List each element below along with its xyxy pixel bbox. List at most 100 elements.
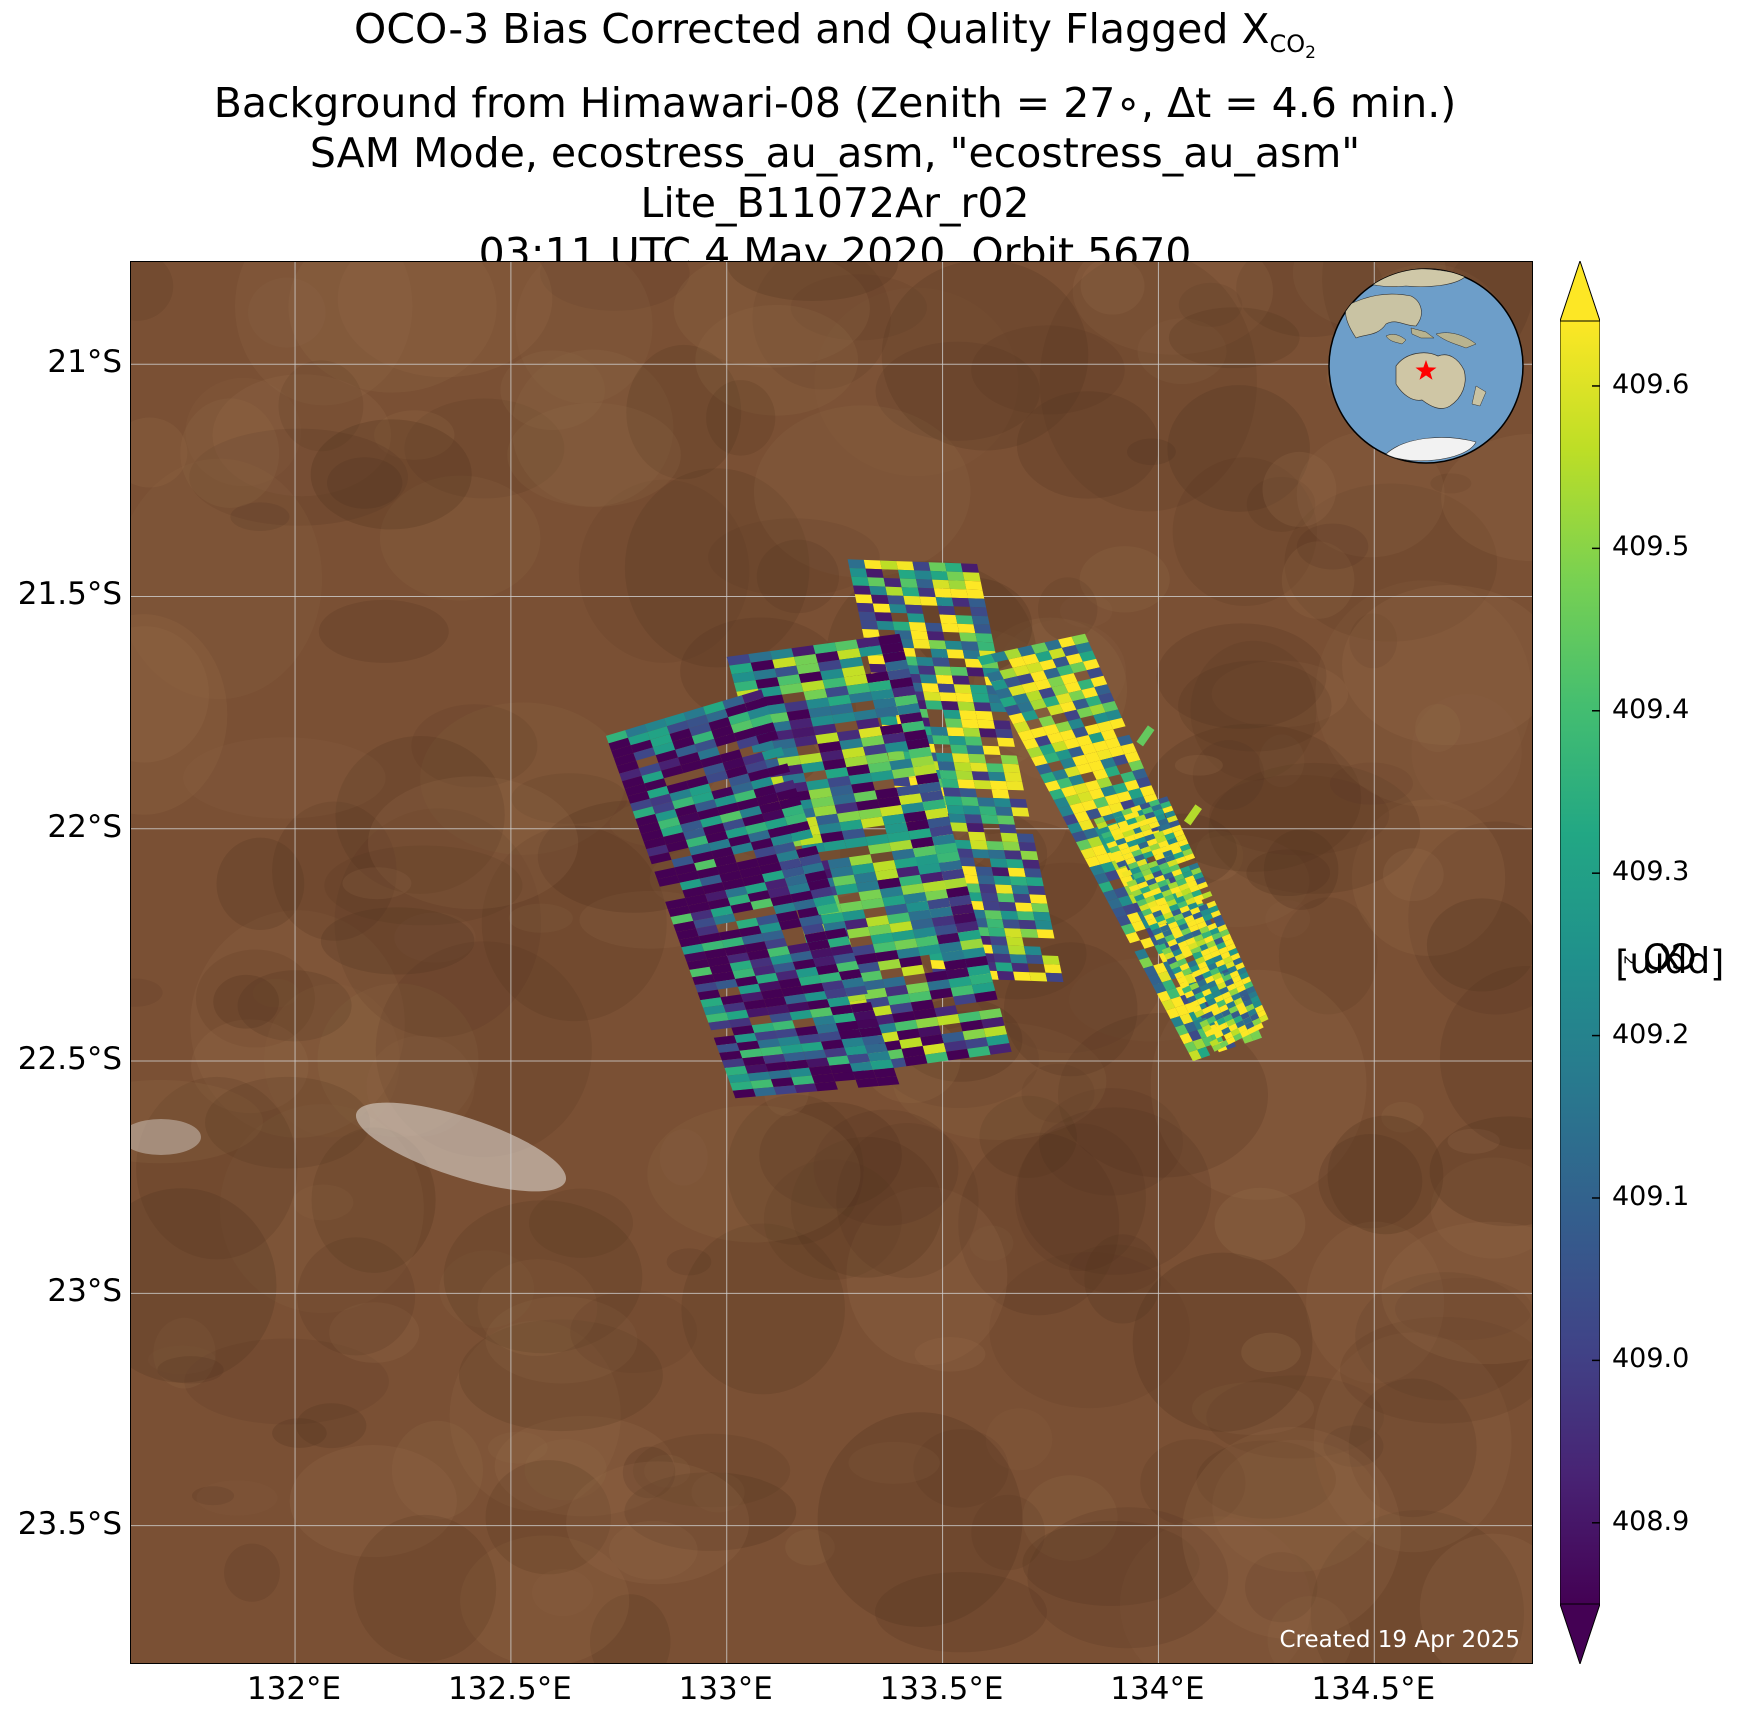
sounding-cell: [848, 691, 873, 704]
sounding-cell: [605, 730, 628, 744]
sounding-cell: [1045, 972, 1064, 983]
sounding-cell: [1221, 1009, 1231, 1018]
sounding-cell: [1178, 883, 1190, 891]
sounding-cell: [936, 932, 961, 945]
terrain-patch: [570, 1290, 698, 1373]
sounding-cell: [1169, 961, 1180, 970]
sounding-cell: [946, 649, 965, 659]
terrain-patch: [1278, 897, 1378, 1015]
sounding-cell: [1096, 748, 1113, 761]
sounding-cell: [753, 846, 777, 859]
terrain-patch: [752, 262, 891, 390]
sounding-cell: [854, 953, 878, 965]
sounding-cell: [1078, 819, 1095, 831]
sounding-cell: [1231, 975, 1242, 984]
terrain-patch: [1039, 1088, 1183, 1196]
sounding-cell: [761, 930, 785, 942]
sounding-cell: [1163, 871, 1174, 880]
sounding-cell: [832, 1071, 856, 1082]
sounding-cell: [654, 867, 677, 880]
sounding-cell: [1183, 892, 1194, 901]
sounding-cell: [891, 685, 916, 698]
sounding-cell: [1230, 1028, 1241, 1037]
sounding-cell: [946, 805, 965, 815]
sounding-cell: [1089, 864, 1105, 876]
sounding-cell: [849, 1061, 874, 1072]
sounding-cell: [989, 936, 1008, 946]
sounding-cell: [1228, 948, 1239, 957]
sounding-cell: [1195, 956, 1206, 965]
sounding-cell: [839, 900, 864, 913]
sounding-cell: [807, 999, 831, 1010]
sounding-cell: [899, 712, 923, 724]
sounding-cell: [833, 952, 857, 964]
sounding-cell: [880, 642, 905, 654]
sounding-cell: [1182, 967, 1193, 976]
sounding-cell: [1216, 941, 1227, 950]
sounding-cell: [630, 739, 653, 753]
sounding-cell: [1164, 810, 1176, 819]
sounding-cell: [763, 996, 787, 1008]
terrain-patch: [247, 277, 326, 348]
sounding-cell: [666, 720, 690, 734]
sounding-cell: [1031, 903, 1050, 913]
sounding-cell: [1230, 1010, 1241, 1019]
terrain-patch: [979, 1095, 1077, 1178]
sounding-cell: [858, 645, 883, 657]
sounding-cell: [1002, 919, 1021, 929]
sounding-cell: [740, 991, 764, 1003]
sounding-cell: [1094, 684, 1111, 696]
sounding-cell: [1085, 808, 1102, 820]
map-panel[interactable]: Created 19 Apr 2025: [130, 261, 1533, 1664]
sounding-cell: [929, 906, 953, 919]
sounding-cell: [837, 810, 861, 823]
sounding-cell: [1196, 996, 1207, 1005]
sounding-cell: [1166, 987, 1181, 1000]
sounding-cell: [1134, 893, 1145, 902]
sounding-cell: [791, 645, 816, 657]
terrain-patch: [1351, 799, 1506, 957]
sounding-cell: [1127, 861, 1139, 870]
sounding-cell: [1146, 918, 1158, 926]
sounding-cell: [1043, 667, 1061, 679]
sounding-cell: [853, 790, 878, 803]
sounding-cell: [624, 783, 648, 797]
sounding-cell: [1188, 1030, 1202, 1042]
sounding-cell: [677, 812, 701, 825]
sounding-cell: [951, 675, 970, 685]
sounding-cell: [760, 988, 784, 1000]
sounding-cell: [751, 1022, 775, 1033]
sounding-cell: [1207, 922, 1218, 931]
sounding-cell: [986, 670, 1004, 683]
sounding-cell: [669, 728, 692, 742]
sounding-cell: [1219, 986, 1229, 995]
sounding-cell: [686, 714, 709, 729]
sounding-cell: [1203, 935, 1214, 944]
sounding-cell: [1100, 861, 1116, 873]
terrain-patch: [1382, 848, 1444, 902]
sounding-cell: [950, 588, 969, 599]
sounding-cell: [898, 956, 923, 968]
sounding-cell: [917, 665, 936, 675]
sounding-cell: [772, 738, 797, 750]
sounding-cell: [854, 594, 873, 604]
sounding-cell: [1026, 746, 1044, 758]
sounding-cell: [880, 716, 898, 726]
sounding-cell: [950, 744, 969, 754]
sounding-cell: [1223, 1031, 1234, 1040]
sounding-cell: [950, 666, 969, 676]
sounding-cell: [710, 905, 734, 918]
sounding-cell: [644, 778, 667, 792]
sounding-cell: [678, 936, 702, 948]
sounding-cell: [988, 1043, 1012, 1055]
sounding-cell: [1139, 903, 1150, 912]
sounding-cell: [719, 870, 743, 883]
sounding-cell: [756, 854, 780, 867]
sounding-cell: [1132, 871, 1144, 880]
terrain-patch: [157, 1356, 224, 1384]
sounding-cell: [756, 914, 779, 926]
sounding-cell: [741, 933, 765, 945]
sounding-cell: [1094, 872, 1110, 885]
sounding-cell: [1111, 850, 1123, 859]
sounding-cell: [929, 987, 953, 1000]
